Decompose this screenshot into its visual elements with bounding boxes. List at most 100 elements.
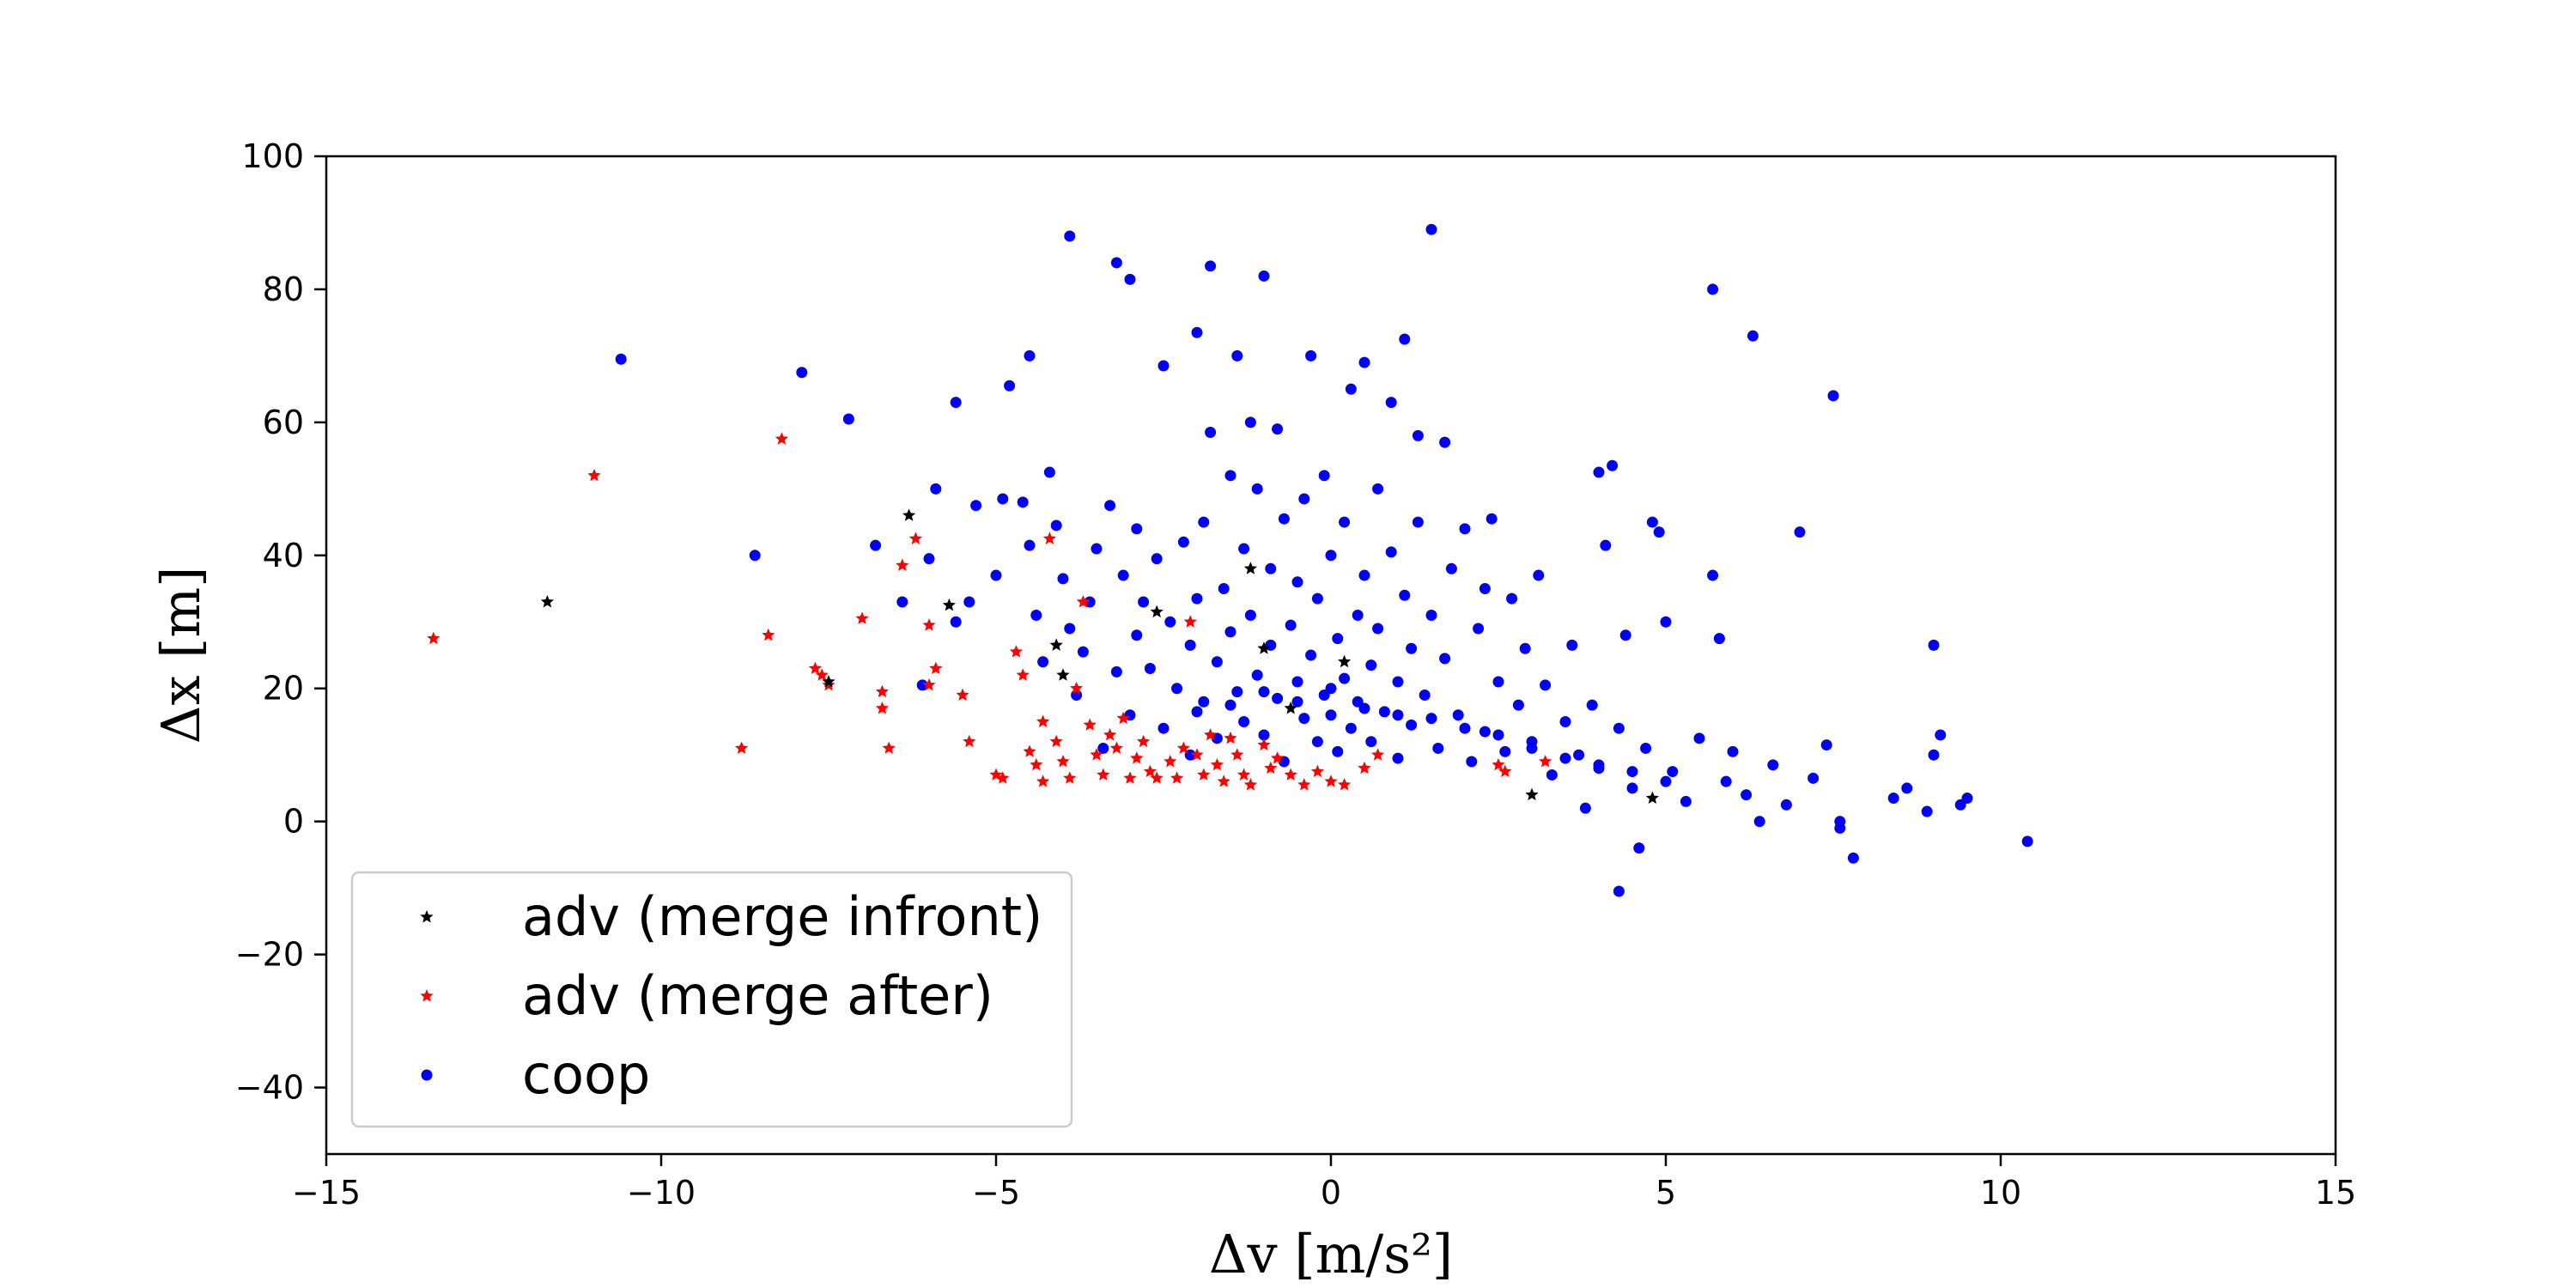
data-point-adv-merge-after <box>1163 754 1177 768</box>
legend-marker <box>421 1069 433 1081</box>
data-point-coop <box>1171 683 1183 695</box>
data-point-adv-merge-after <box>1023 744 1036 757</box>
data-point-adv-merge-after <box>1203 727 1218 741</box>
data-point-coop <box>1660 616 1672 628</box>
data-point-coop <box>1151 553 1163 565</box>
data-point-coop <box>950 397 962 409</box>
y-tick-label: 80 <box>263 270 304 308</box>
y-tick-label: 40 <box>263 537 304 574</box>
data-point-coop <box>1325 709 1337 721</box>
data-point-coop <box>1613 885 1625 897</box>
data-point-coop <box>1533 569 1545 581</box>
data-point-coop <box>796 367 808 379</box>
data-point-coop <box>1540 679 1552 691</box>
data-point-adv-merge-after <box>762 628 775 641</box>
data-point-coop <box>1747 330 1759 342</box>
data-point-coop <box>1211 732 1223 744</box>
data-point-coop <box>1218 583 1230 595</box>
data-point-coop <box>1626 766 1638 778</box>
data-point-adv-merge-after <box>1217 775 1230 787</box>
data-point-coop <box>1693 732 1705 744</box>
data-point-adv-merge-infront <box>1525 787 1539 801</box>
data-point-coop <box>1425 610 1437 622</box>
data-point-adv-merge-after <box>815 668 829 681</box>
data-point-adv-merge-after <box>1183 615 1197 628</box>
data-point-coop <box>1110 257 1122 269</box>
data-point-coop <box>1191 592 1203 605</box>
data-point-coop <box>923 553 935 565</box>
legend-label: coop <box>522 1043 650 1106</box>
data-point-adv-merge-after <box>1197 768 1211 781</box>
data-point-coop <box>1492 729 1504 741</box>
points-layer <box>427 223 2033 897</box>
data-point-coop <box>2021 835 2033 848</box>
data-point-coop <box>1091 543 1103 555</box>
y-axis-label: Δx [m] <box>149 567 212 744</box>
data-point-coop <box>1024 349 1036 361</box>
data-point-adv-merge-after <box>1270 751 1285 764</box>
data-point-coop <box>1479 583 1491 595</box>
data-point-coop <box>1325 550 1337 562</box>
data-point-coop <box>1231 349 1243 361</box>
x-tick-label: 0 <box>1321 1174 1341 1212</box>
y-tick-label: 60 <box>263 404 304 441</box>
data-point-coop <box>1043 466 1055 478</box>
data-point-adv-merge-after <box>1136 734 1151 748</box>
data-point-adv-merge-after <box>875 701 890 714</box>
data-point-coop <box>1619 629 1631 641</box>
data-point-adv-merge-after <box>996 771 1010 784</box>
data-point-coop <box>1097 742 1109 754</box>
data-point-coop <box>1626 782 1638 794</box>
data-point-coop <box>1406 642 1418 654</box>
data-point-adv-merge-after <box>1210 757 1224 771</box>
data-point-coop <box>1285 619 1297 631</box>
data-point-coop <box>1653 526 1665 538</box>
data-point-adv-merge-after <box>1049 734 1063 748</box>
data-point-coop <box>1305 349 1317 361</box>
data-point-coop <box>1311 736 1323 748</box>
data-point-coop <box>1593 762 1605 775</box>
data-point-coop <box>1406 719 1418 731</box>
data-point-coop <box>1519 642 1531 654</box>
data-point-coop <box>1707 283 1719 295</box>
data-point-coop <box>1473 623 1485 635</box>
x-tick-label: −10 <box>627 1174 696 1212</box>
data-point-coop <box>1104 500 1116 512</box>
data-point-coop <box>1921 805 1933 817</box>
data-point-coop <box>1298 713 1310 725</box>
data-point-adv-merge-after <box>1090 748 1103 761</box>
y-tick-label: 20 <box>263 670 304 708</box>
data-point-coop <box>1004 380 1016 392</box>
data-point-coop <box>1224 699 1236 711</box>
y-tick-label: −20 <box>235 936 304 974</box>
data-point-coop <box>1713 633 1725 645</box>
data-point-coop <box>1258 270 1270 282</box>
data-point-coop <box>1224 470 1236 482</box>
data-point-adv-merge-after <box>1224 731 1237 744</box>
data-point-coop <box>1372 623 1384 635</box>
x-tick-label: 10 <box>1980 1174 2021 1212</box>
data-point-coop <box>1466 756 1478 768</box>
data-point-adv-merge-after <box>908 532 923 544</box>
data-point-coop <box>1961 793 1973 805</box>
data-point-coop <box>1084 596 1096 608</box>
data-point-coop <box>1311 592 1323 605</box>
data-point-adv-merge-after <box>1042 532 1057 544</box>
data-point-adv-merge-after <box>1143 764 1157 778</box>
y-tick-label: 0 <box>283 803 304 841</box>
x-tick-label: −15 <box>292 1174 361 1212</box>
y-tick-label: 100 <box>241 137 304 175</box>
data-point-coop <box>1727 745 1739 757</box>
data-point-coop <box>1157 722 1170 734</box>
data-point-coop <box>1479 726 1491 738</box>
data-point-coop <box>1298 493 1310 505</box>
legend-label: adv (merge infront) <box>522 885 1042 948</box>
data-point-adv-merge-after <box>1150 771 1163 784</box>
data-point-coop <box>1332 633 1344 645</box>
data-point-coop <box>1372 483 1384 495</box>
data-point-coop <box>1492 676 1504 688</box>
data-point-coop <box>1459 722 1471 734</box>
data-point-coop <box>1566 639 1578 651</box>
y-tick-label: −40 <box>235 1069 304 1107</box>
